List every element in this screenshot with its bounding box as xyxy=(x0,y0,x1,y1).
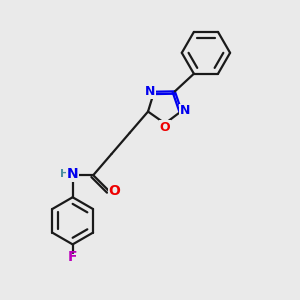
Text: F: F xyxy=(68,250,77,264)
Text: O: O xyxy=(108,184,120,198)
Text: N: N xyxy=(67,167,79,181)
Text: O: O xyxy=(160,121,170,134)
Text: N: N xyxy=(180,104,190,118)
Text: N: N xyxy=(146,85,156,98)
Text: H: H xyxy=(60,169,69,179)
